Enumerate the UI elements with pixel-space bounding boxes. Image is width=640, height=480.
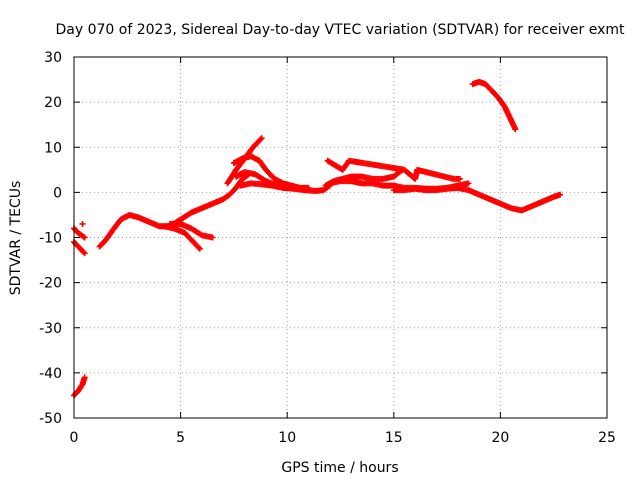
- plot-frame: [73, 56, 608, 419]
- data-point-mid-spikes: [456, 175, 463, 182]
- data-point-dip-a: [195, 244, 202, 251]
- data-point-start-early: [81, 234, 88, 241]
- y-tick-label: 0: [53, 185, 62, 201]
- y-tick-label: -40: [39, 366, 62, 382]
- y-tick-label: -20: [39, 276, 62, 292]
- data-point-start-late: [80, 249, 87, 256]
- x-tick-label: 15: [385, 430, 403, 446]
- data-point-dip-b: [209, 234, 216, 241]
- x-tick-label: 25: [598, 430, 616, 446]
- x-tick-label: 20: [491, 430, 509, 446]
- grid-lines: [74, 57, 607, 418]
- data-point-start-low: [81, 374, 88, 381]
- data-point-dip-a: [196, 245, 203, 252]
- y-tick-label: -10: [39, 231, 62, 247]
- x-axis-ticks: 0 5 10 15 20 25: [70, 57, 616, 446]
- data-point-start-late: [81, 250, 88, 257]
- data-point-tail: [557, 191, 564, 198]
- x-tick-label: 5: [176, 430, 185, 446]
- y-tick-label: 30: [44, 50, 62, 66]
- data-point-rise-spike: [257, 136, 264, 143]
- data-point-mid-b: [465, 180, 472, 187]
- y-tick-label: 10: [44, 140, 62, 156]
- chart-title: Day 070 of 2023, Sidereal Day-to-day VTE…: [56, 22, 626, 38]
- y-axis-label: SDTVAR / TECUs: [8, 181, 24, 296]
- data-point-upper-arc: [512, 126, 519, 133]
- y-tick-label: -50: [39, 411, 62, 427]
- x-tick-label: 0: [70, 430, 79, 446]
- y-tick-label: 20: [44, 95, 62, 111]
- x-axis-label: GPS time / hours: [281, 460, 398, 476]
- data-points: [71, 78, 564, 399]
- y-axis-ticks: -50 -40 -30 -20 -10 0 10 20 30: [39, 50, 607, 427]
- data-point-rise-spike: [258, 135, 265, 142]
- y-tick-label: -30: [39, 321, 62, 337]
- data-point-start-point: [79, 220, 86, 227]
- x-tick-label: 10: [278, 430, 296, 446]
